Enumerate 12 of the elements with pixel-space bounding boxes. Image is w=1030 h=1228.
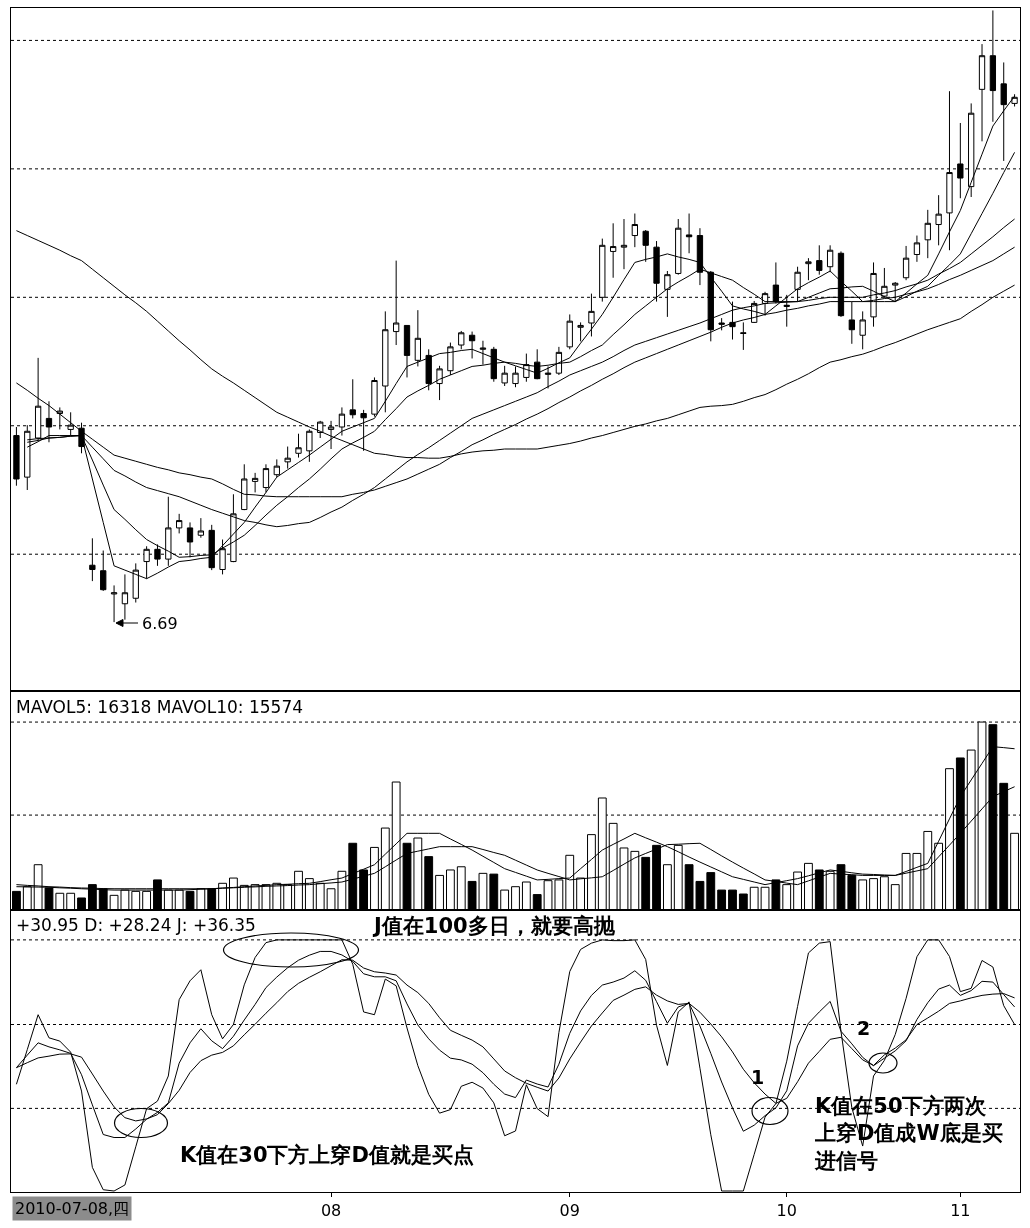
- annotation: K值在30下方上穿D值就是买点: [180, 1143, 474, 1167]
- annotation: 6.69: [142, 614, 178, 633]
- x-tick-label: 08: [320, 1201, 342, 1221]
- chart-title: MAVOL5: 16318 MAVOL10: 15574: [16, 697, 304, 717]
- chart-title: +30.95 D: +28.24 J: +36.35: [16, 915, 256, 935]
- x-tick-label: 09: [559, 1201, 580, 1221]
- x-tick-label: 11: [950, 1201, 971, 1221]
- x-tick-label: 10: [776, 1201, 797, 1221]
- text: J值在100多日，就要高抛: [372, 914, 616, 938]
- annotation: 1: [751, 1066, 765, 1088]
- text: 2010-07-08,四: [15, 1199, 130, 1218]
- annotation: 2: [857, 1017, 871, 1039]
